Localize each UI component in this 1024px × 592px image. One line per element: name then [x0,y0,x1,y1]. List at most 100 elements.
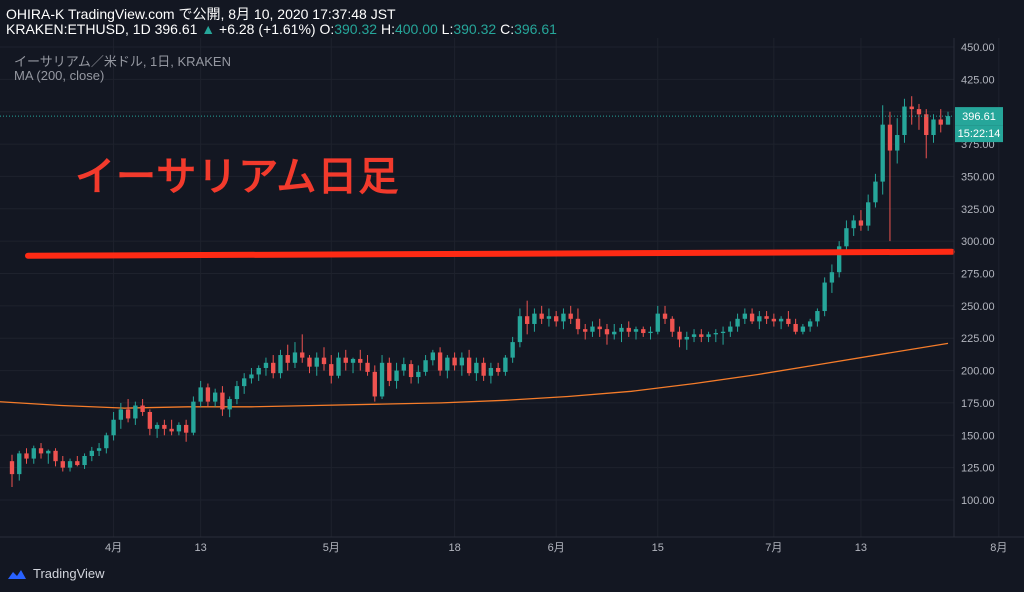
candle[interactable] [619,323,624,343]
candle[interactable] [590,321,595,337]
candle[interactable] [561,308,566,330]
candle[interactable] [9,454,15,488]
candle[interactable] [670,316,675,337]
candle[interactable] [372,365,377,402]
candle[interactable] [176,422,182,436]
candle[interactable] [307,355,312,374]
candle[interactable] [183,419,189,442]
candle[interactable] [416,365,421,384]
candle[interactable] [321,347,327,371]
candle[interactable] [851,215,856,236]
candle[interactable] [423,355,428,376]
candle[interactable] [771,313,777,327]
candle[interactable] [720,326,726,345]
candle[interactable] [394,362,399,389]
candle[interactable] [111,411,116,441]
candle[interactable] [271,355,276,379]
candle[interactable] [517,308,523,348]
candle[interactable] [358,349,363,371]
candle[interactable] [583,323,588,340]
candle[interactable] [641,326,646,337]
candle[interactable] [764,311,769,324]
candle[interactable] [938,109,943,133]
candle[interactable] [466,349,472,376]
candle[interactable] [191,396,196,436]
candle[interactable] [844,220,849,255]
candle[interactable] [38,443,44,459]
candle[interactable] [67,458,73,472]
candle[interactable] [887,111,893,242]
candle[interactable] [793,318,798,335]
candle[interactable] [459,352,465,376]
candle[interactable] [749,308,755,324]
candle[interactable] [778,316,784,330]
candle[interactable] [169,419,174,436]
candle[interactable] [902,98,907,143]
candle[interactable] [909,96,914,125]
candle[interactable] [895,118,900,164]
candle[interactable] [292,342,298,368]
ma-200-line[interactable] [0,342,949,409]
candle[interactable] [343,349,348,371]
candle[interactable] [604,323,610,345]
candle[interactable] [495,362,501,376]
candle[interactable] [60,455,65,472]
annotation-text[interactable]: イーサリアム日足 [75,154,400,200]
candle[interactable] [691,329,697,343]
candle[interactable] [866,194,871,231]
candle[interactable] [227,396,232,418]
candle[interactable] [401,357,406,376]
candle[interactable] [488,362,494,384]
candle[interactable] [162,419,167,436]
candle[interactable] [336,352,341,379]
candle[interactable] [17,450,22,481]
candle[interactable] [133,401,138,425]
candle[interactable] [285,344,290,371]
candle[interactable] [924,109,929,159]
candle[interactable] [633,326,639,340]
candle[interactable] [532,308,537,332]
candle[interactable] [699,329,704,343]
candle[interactable] [931,114,936,143]
candle[interactable] [430,349,436,366]
candle[interactable] [31,445,36,464]
candle[interactable] [880,105,885,195]
candle[interactable] [554,311,559,327]
candle[interactable] [452,352,457,371]
candle[interactable] [858,210,864,231]
candle[interactable] [735,313,740,332]
candle[interactable] [916,103,922,130]
candle[interactable] [125,399,131,423]
candle[interactable] [815,308,820,327]
candle[interactable] [220,386,225,416]
candle[interactable] [706,331,711,343]
candle[interactable] [53,448,58,467]
candle[interactable] [147,409,153,436]
candle[interactable] [24,448,29,464]
candle[interactable] [568,305,573,324]
candle[interactable] [836,241,842,278]
candle[interactable] [387,357,392,387]
candle[interactable] [205,383,211,407]
support-line-drawing[interactable] [25,248,955,259]
candle[interactable] [96,443,102,456]
candle[interactable] [807,318,813,332]
candle[interactable] [684,331,689,350]
candle[interactable] [597,318,602,337]
candle[interactable] [350,357,356,374]
candle[interactable] [575,308,581,335]
instrument-legend[interactable]: イーサリアム／米ドル, 1日, KRAKEN [14,54,231,69]
candle[interactable] [510,336,515,363]
candle[interactable] [46,449,51,464]
candle[interactable] [140,399,145,416]
candle[interactable] [234,380,240,405]
time-axis[interactable]: 4月 13 5月 18 6月 15 7月 13 8月 [105,542,1007,554]
candle[interactable] [329,355,334,384]
candle[interactable] [662,305,668,324]
candle[interactable] [437,347,443,376]
candle[interactable] [481,357,486,381]
candle[interactable] [104,432,109,454]
candle[interactable] [873,173,878,208]
candle[interactable] [89,446,94,462]
